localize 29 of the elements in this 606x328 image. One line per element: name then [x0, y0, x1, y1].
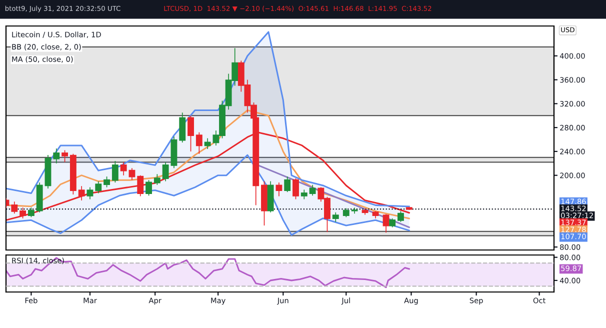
- candlestick: [276, 182, 282, 197]
- candlestick: [284, 176, 291, 192]
- candlestick: [162, 162, 169, 182]
- candlestick: [179, 112, 186, 143]
- candlestick: [53, 148, 60, 164]
- candlestick: [146, 180, 152, 196]
- line-series: [6, 154, 410, 236]
- candlestick: [292, 178, 299, 200]
- candlestick: [78, 186, 85, 201]
- candlestick: [188, 115, 194, 152]
- candlestick: [128, 168, 136, 181]
- candlestick: [332, 212, 339, 222]
- line-series: [6, 257, 410, 288]
- candlestick: [95, 180, 102, 194]
- line-series: [6, 109, 410, 220]
- candlestick: [11, 201, 18, 214]
- candlestick: [154, 174, 160, 186]
- candlestick: [137, 174, 144, 197]
- candlestick: [382, 214, 390, 234]
- candlestick: [86, 186, 94, 200]
- candlestick: [120, 162, 127, 176]
- candlestick: [112, 160, 118, 183]
- candlestick: [309, 184, 316, 196]
- candlestick: [62, 150, 68, 163]
- candlestick: [300, 189, 308, 200]
- candlestick: [398, 210, 404, 222]
- candlestick: [196, 132, 202, 154]
- candlestick: [104, 176, 110, 188]
- candlestick: [28, 207, 34, 218]
